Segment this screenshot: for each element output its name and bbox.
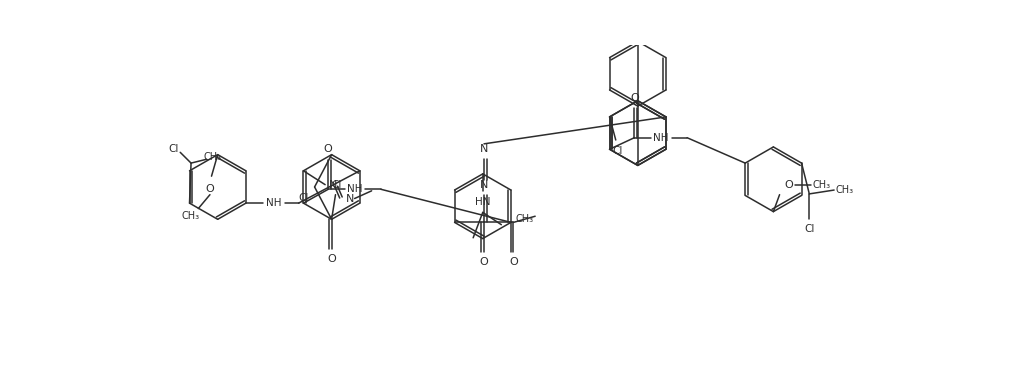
- Text: CH₃: CH₃: [515, 214, 533, 224]
- Text: HN: HN: [475, 197, 491, 207]
- Text: O: O: [327, 255, 336, 265]
- Text: O: O: [509, 257, 518, 267]
- Text: Cl: Cl: [169, 144, 179, 154]
- Text: CH₃: CH₃: [204, 152, 222, 162]
- Text: N: N: [480, 180, 488, 190]
- Text: O: O: [206, 184, 214, 194]
- Text: Cl: Cl: [332, 180, 342, 190]
- Text: NH: NH: [652, 133, 669, 143]
- Text: Cl: Cl: [612, 146, 622, 156]
- Text: CH₃: CH₃: [836, 185, 854, 195]
- Text: NH: NH: [346, 184, 363, 194]
- Text: CH₃: CH₃: [182, 211, 200, 221]
- Text: CH₃: CH₃: [812, 180, 830, 190]
- Text: NH: NH: [266, 198, 282, 208]
- Text: Cl: Cl: [804, 224, 814, 234]
- Text: O: O: [324, 144, 332, 154]
- Text: N: N: [480, 144, 488, 154]
- Text: O: O: [630, 93, 638, 103]
- Text: N: N: [328, 180, 337, 190]
- Text: O: O: [480, 257, 489, 267]
- Text: O: O: [785, 180, 793, 190]
- Text: N: N: [345, 194, 355, 204]
- Text: Cl: Cl: [299, 193, 309, 203]
